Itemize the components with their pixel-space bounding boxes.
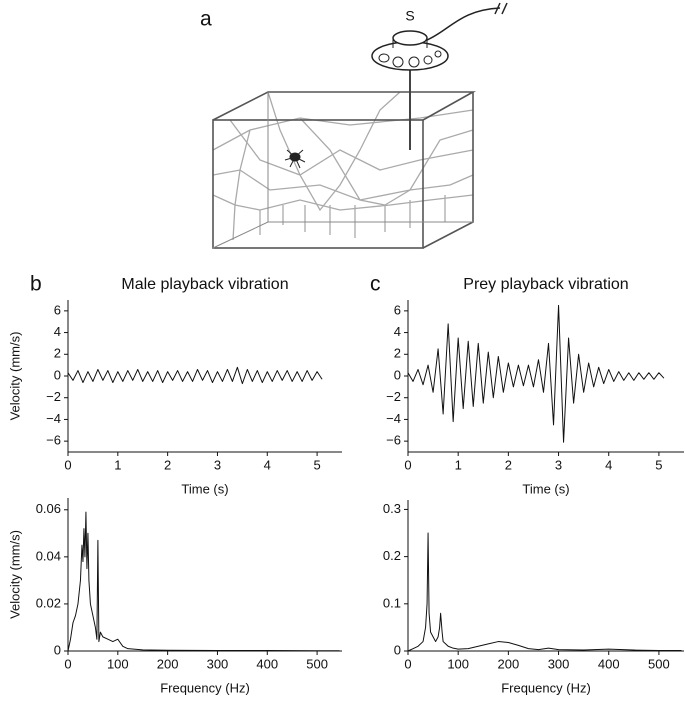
x-tick-label: 2 [164, 457, 171, 472]
x-tick-label: 500 [306, 656, 328, 671]
y-tick-label: −2 [46, 389, 61, 404]
y-tick-label: 0.1 [383, 595, 401, 610]
data-line [407, 304, 665, 443]
panel-label: a [200, 8, 212, 31]
y-tick-label: 4 [54, 324, 61, 339]
y-tick-label: −2 [386, 389, 401, 404]
x-tick-label: 2 [505, 457, 512, 472]
y-tick-label: −4 [46, 411, 61, 426]
panel-label: b [30, 273, 42, 296]
x-tick-label: 500 [648, 656, 670, 671]
x-tick-label: 300 [207, 656, 229, 671]
y-tick-label: 0 [54, 642, 61, 657]
y-tick-label: 2 [394, 346, 401, 361]
y-tick-label: 0 [394, 367, 401, 382]
chart-title: Prey playback vibration [463, 276, 628, 293]
y-tick-label: −6 [386, 433, 401, 448]
x-tick-label: 100 [107, 656, 129, 671]
x-tick-label: 0 [64, 457, 71, 472]
y-tick-label: 2 [54, 346, 61, 361]
x-tick-label: 5 [313, 457, 320, 472]
x-tick-label: 100 [447, 656, 469, 671]
y-axis-label: Velocity (mm/s) [7, 530, 22, 619]
data-line [407, 532, 682, 652]
x-axis-label: Frequency (Hz) [160, 680, 250, 695]
panel-label: c [370, 273, 381, 296]
y-tick-label: 4 [394, 324, 401, 339]
x-tick-label: 400 [256, 656, 278, 671]
x-tick-label: 1 [455, 457, 462, 472]
x-tick-label: 0 [64, 656, 71, 671]
x-tick-label: 300 [548, 656, 570, 671]
y-tick-label: 6 [394, 302, 401, 317]
x-tick-label: 400 [598, 656, 620, 671]
x-tick-label: 3 [214, 457, 221, 472]
x-tick-label: 1 [114, 457, 121, 472]
y-tick-label: 0.02 [36, 595, 61, 610]
y-tick-label: −6 [46, 433, 61, 448]
y-tick-label: 0 [54, 367, 61, 382]
x-tick-label: 4 [605, 457, 612, 472]
x-tick-label: 3 [555, 457, 562, 472]
x-axis-label: Time (s) [181, 481, 228, 496]
x-axis-label: Frequency (Hz) [501, 680, 591, 695]
y-tick-label: 0.2 [383, 548, 401, 563]
y-tick-label: 0.04 [36, 548, 61, 563]
x-tick-label: 5 [655, 457, 662, 472]
x-tick-label: 0 [404, 656, 411, 671]
speaker-label: S [405, 8, 414, 24]
data-line [67, 511, 340, 652]
chart-title: Male playback vibration [121, 276, 288, 293]
y-tick-label: 0.06 [36, 501, 61, 516]
x-tick-label: 4 [264, 457, 271, 472]
x-tick-label: 200 [498, 656, 520, 671]
x-tick-label: 200 [157, 656, 179, 671]
y-tick-label: 6 [54, 302, 61, 317]
y-tick-label: 0 [394, 642, 401, 657]
y-axis-label: Velocity (mm/s) [7, 332, 22, 421]
y-tick-label: 0.3 [383, 501, 401, 516]
data-line [67, 366, 323, 385]
x-tick-label: 0 [404, 457, 411, 472]
x-axis-label: Time (s) [522, 481, 569, 496]
y-tick-label: −4 [386, 411, 401, 426]
web-diagram [212, 2, 508, 249]
